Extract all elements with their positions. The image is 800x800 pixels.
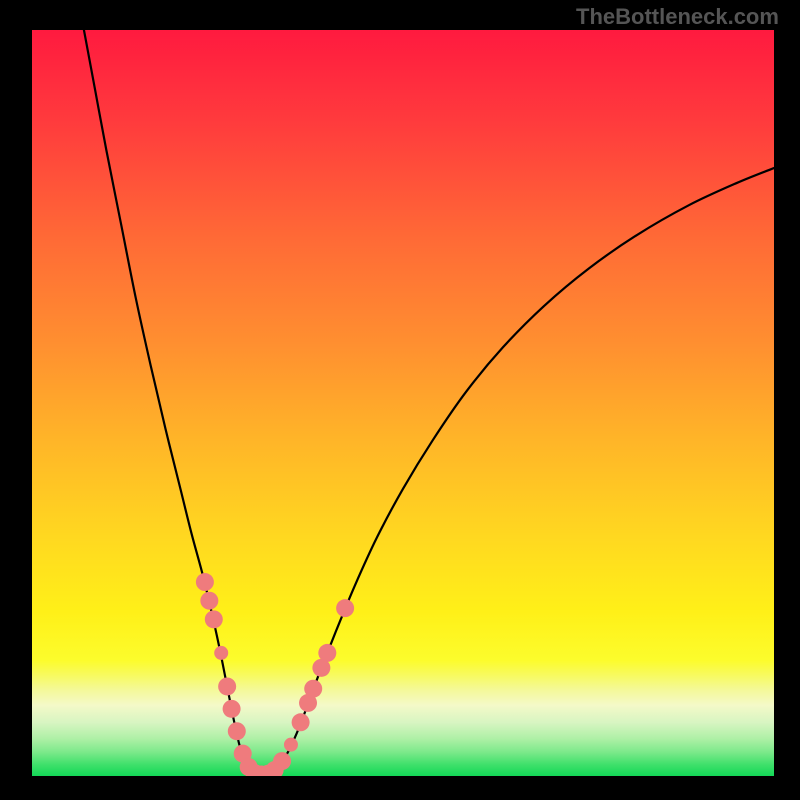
data-marker [292, 713, 310, 731]
curve-path [84, 30, 774, 775]
data-marker [318, 644, 336, 662]
data-marker [228, 722, 246, 740]
data-marker [273, 752, 291, 770]
data-marker [218, 677, 236, 695]
chart-root: { "meta": { "source_watermark": "TheBott… [0, 0, 800, 800]
data-marker [200, 592, 218, 610]
data-marker [336, 599, 354, 617]
data-marker [304, 680, 322, 698]
source-watermark: TheBottleneck.com [576, 4, 779, 30]
plot-area [32, 30, 774, 776]
data-marker [223, 700, 241, 718]
bottleneck-curve [32, 30, 774, 776]
data-marker [214, 646, 228, 660]
data-marker [205, 610, 223, 628]
data-marker [284, 738, 298, 752]
data-marker [196, 573, 214, 591]
